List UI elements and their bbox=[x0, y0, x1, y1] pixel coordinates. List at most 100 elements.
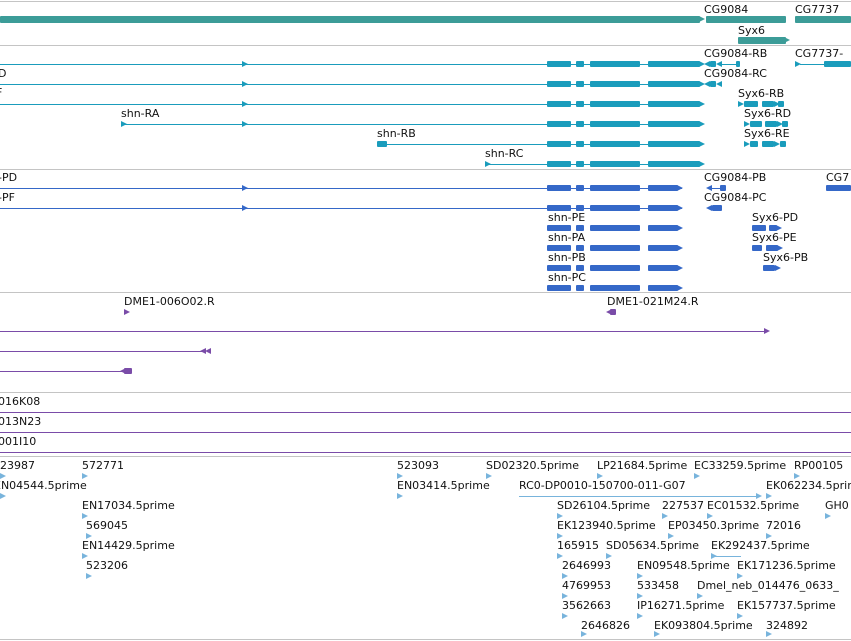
clone-line[interactable] bbox=[0, 371, 124, 372]
cds-label-pd[interactable]: -PD bbox=[0, 171, 18, 184]
transcript-label-shn-ra[interactable]: shn-RA bbox=[121, 107, 160, 120]
cds-exon[interactable] bbox=[576, 225, 584, 231]
est-label[interactable]: 324892 bbox=[766, 619, 808, 632]
transcript-exon[interactable] bbox=[590, 61, 640, 67]
gene-cg7737-bar[interactable] bbox=[795, 16, 851, 23]
cds-exon[interactable] bbox=[752, 225, 766, 231]
cds-label-syx6-pe[interactable]: Syx6-PE bbox=[752, 231, 797, 244]
est-label[interactable]: GH0 bbox=[825, 499, 849, 512]
cds-exon[interactable] bbox=[766, 245, 778, 251]
est-label[interactable]: 523093 bbox=[397, 459, 439, 472]
transcript-exon[interactable] bbox=[648, 81, 700, 87]
est-marker[interactable] bbox=[486, 473, 492, 479]
cds-exon[interactable] bbox=[590, 205, 640, 211]
transcript-exon[interactable] bbox=[762, 101, 774, 107]
cds-label-cg9084-pb[interactable]: CG9084-PB bbox=[704, 171, 767, 184]
cds-exon[interactable] bbox=[752, 245, 762, 251]
cds-exon[interactable] bbox=[826, 185, 851, 191]
gene-syx6-bar[interactable] bbox=[738, 37, 786, 44]
est-marker[interactable] bbox=[654, 631, 660, 637]
transcript-exon[interactable] bbox=[710, 61, 716, 67]
bac-label-016k08[interactable]: 016K08 bbox=[0, 395, 41, 408]
est-label[interactable]: EK292437.5prime bbox=[711, 539, 810, 552]
cds-exon[interactable] bbox=[576, 285, 584, 291]
transcript-exon[interactable] bbox=[744, 101, 758, 107]
cds-exon[interactable] bbox=[547, 205, 571, 211]
est-marker[interactable] bbox=[557, 513, 563, 519]
est-marker[interactable] bbox=[82, 553, 88, 559]
est-marker[interactable] bbox=[557, 533, 563, 539]
cds-exon[interactable] bbox=[590, 265, 640, 271]
est-label[interactable]: EK123940.5prime bbox=[557, 519, 656, 532]
transcript-exon[interactable] bbox=[648, 61, 700, 67]
transcript-exon[interactable] bbox=[648, 141, 700, 147]
cds-exon[interactable] bbox=[763, 265, 775, 271]
est-label[interactable]: EK157737.5prime bbox=[737, 599, 836, 612]
cds-label-shn-pe[interactable]: shn-PE bbox=[548, 211, 586, 224]
est-marker[interactable] bbox=[637, 573, 643, 579]
cds-exon[interactable] bbox=[769, 225, 777, 231]
cds-label-shn-pc[interactable]: shn-PC bbox=[548, 271, 586, 284]
transcript-exon[interactable] bbox=[736, 61, 740, 67]
bac-line[interactable] bbox=[0, 452, 851, 453]
est-label[interactable]: 572771 bbox=[82, 459, 124, 472]
est-marker[interactable] bbox=[397, 473, 403, 479]
gene-label-syx6[interactable]: Syx6 bbox=[738, 24, 766, 37]
transcript-exon[interactable] bbox=[780, 141, 786, 147]
est-label[interactable]: SD02320.5prime bbox=[486, 459, 579, 472]
transcript-exon[interactable] bbox=[576, 141, 584, 147]
cds-exon[interactable] bbox=[648, 185, 678, 191]
gene-cg9084-bar[interactable] bbox=[706, 16, 786, 23]
cds-exon[interactable] bbox=[576, 205, 584, 211]
transcript-label-syx6-re[interactable]: Syx6-RE bbox=[744, 127, 790, 140]
est-label[interactable]: EN09548.5prime bbox=[637, 559, 730, 572]
est-marker[interactable] bbox=[756, 493, 762, 499]
est-label[interactable]: 4769953 bbox=[562, 579, 611, 592]
est-marker[interactable] bbox=[86, 533, 92, 539]
est-marker[interactable] bbox=[86, 573, 92, 579]
est-marker[interactable] bbox=[606, 553, 612, 559]
transcript-exon[interactable] bbox=[750, 141, 758, 147]
est-marker[interactable] bbox=[0, 493, 6, 499]
est-label[interactable]: EP03450.3prime bbox=[668, 519, 760, 532]
cds-label-shn-pb[interactable]: shn-PB bbox=[548, 251, 586, 264]
est-label[interactable]: 533458 bbox=[637, 579, 679, 592]
transcript-label-f[interactable]: F bbox=[0, 86, 2, 99]
transcript-label-cg9084-rc[interactable]: CG9084-RC bbox=[704, 67, 767, 80]
est-label[interactable]: SD05634.5prime bbox=[606, 539, 699, 552]
est-label[interactable]: 2646993 bbox=[562, 559, 611, 572]
est-marker[interactable] bbox=[0, 473, 6, 479]
cds-exon[interactable] bbox=[547, 225, 571, 231]
gene-label-cg9084[interactable]: CG9084 bbox=[704, 3, 749, 16]
transcript-exon[interactable] bbox=[576, 101, 584, 107]
gene-shn-bar[interactable] bbox=[0, 16, 700, 23]
est-label[interactable]: LP21684.5prime bbox=[597, 459, 688, 472]
est-marker[interactable] bbox=[794, 473, 800, 479]
cds-exon[interactable] bbox=[547, 245, 571, 251]
cds-exon[interactable] bbox=[648, 225, 678, 231]
est-label[interactable]: 569045 bbox=[86, 519, 128, 532]
transcript-label-cg7737[interactable]: CG7737- bbox=[795, 47, 844, 60]
est-label[interactable]: 2646826 bbox=[581, 619, 630, 632]
est-marker[interactable] bbox=[562, 573, 568, 579]
bac-line[interactable] bbox=[0, 432, 851, 433]
cds-exon[interactable] bbox=[648, 245, 678, 251]
est-label[interactable]: 72016 bbox=[766, 519, 801, 532]
clone-line[interactable] bbox=[0, 331, 766, 332]
est-marker[interactable] bbox=[668, 533, 674, 539]
cds-exon[interactable] bbox=[547, 185, 571, 191]
cds-exon[interactable] bbox=[590, 245, 640, 251]
est-label[interactable]: EN14429.5prime bbox=[82, 539, 175, 552]
est-label[interactable]: RC0-DP0010-150700-011-G07 bbox=[519, 479, 686, 492]
est-marker[interactable] bbox=[581, 631, 587, 637]
transcript-exon[interactable] bbox=[576, 61, 584, 67]
est-marker[interactable] bbox=[697, 593, 703, 599]
transcript-label-shn-rc[interactable]: shn-RC bbox=[485, 147, 524, 160]
transcript-exon[interactable] bbox=[824, 61, 851, 67]
est-label[interactable]: EN17034.5prime bbox=[82, 499, 175, 512]
cds-label-pf[interactable]: -PF bbox=[0, 191, 15, 204]
est-marker[interactable] bbox=[737, 613, 743, 619]
est-marker[interactable] bbox=[825, 513, 831, 519]
est-label[interactable]: EC33259.5prime bbox=[694, 459, 787, 472]
